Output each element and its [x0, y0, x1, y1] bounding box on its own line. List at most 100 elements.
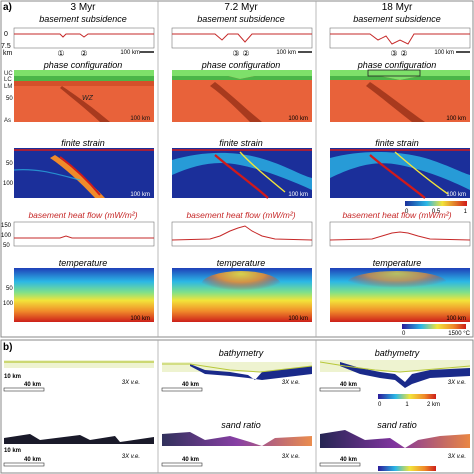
- temperature-colorbar: [402, 324, 466, 329]
- subsidence-title: basement subsidence: [353, 14, 441, 24]
- marker-3: ③: [232, 49, 239, 58]
- sand-title: sand ratio: [221, 420, 261, 430]
- depth-10km: 10 km: [4, 448, 21, 454]
- heatflow-title: basement heat flow (mW/m²): [342, 210, 451, 220]
- scale-40km: 40 km: [182, 457, 199, 463]
- marker-2: ②: [400, 49, 407, 58]
- subsidence-axis-km: km: [3, 50, 13, 57]
- heatflow-axis-100: 100: [1, 233, 12, 239]
- sand-colorbar: [378, 466, 436, 471]
- subsidence-axis-0: 0: [4, 31, 8, 38]
- phase-title: phase configuration: [201, 60, 281, 70]
- subsidence-frame: [329, 27, 471, 49]
- bathy-scale-1: 1: [405, 402, 409, 408]
- scale-40km: 40 km: [24, 382, 41, 388]
- ve-label: 3X v.e.: [448, 380, 466, 386]
- phase-weak-zone: [366, 82, 425, 122]
- subsidence-title: basement subsidence: [39, 14, 127, 24]
- phase-lithospheric-mantle: [14, 81, 154, 86]
- strain-broad-zone: [172, 152, 312, 190]
- column-18myr: basement subsidence ③ ② 100 km phase con…: [329, 14, 471, 337]
- phase-lower-crust: [172, 76, 312, 80]
- scale-40km: 40 km: [340, 382, 357, 388]
- scale-bar-40km: [161, 387, 203, 392]
- bathymetry-title: bathymetry: [375, 348, 420, 358]
- temperature-dome: [201, 271, 281, 299]
- bathy-surface: [319, 361, 471, 373]
- layer-uc: UC: [4, 71, 13, 77]
- scale-bar-40km: [3, 387, 45, 392]
- phase-title: phase configuration: [43, 60, 123, 70]
- marker-3: ③: [390, 49, 397, 58]
- strain-fault-2: [394, 151, 449, 195]
- panel-b-label: b): [3, 342, 12, 353]
- weak-zone-label: WZ: [82, 95, 94, 102]
- temp-axis-50: 50: [6, 286, 13, 292]
- bathy-scale-2: 2 km: [427, 402, 440, 408]
- phase-upper-crust: [330, 70, 470, 80]
- heatflow-curve: [329, 231, 471, 241]
- subsidence-curve: [172, 33, 312, 43]
- heatflow-curve: [14, 235, 154, 239]
- heatflow-title: basement heat flow (mW/m²): [28, 210, 137, 220]
- strain-scale-label: 100 km: [288, 192, 308, 198]
- marker-1: ①: [57, 49, 64, 58]
- heatflow-axis-150: 150: [1, 223, 12, 229]
- panel-a-label: a): [3, 2, 12, 13]
- temperature-dome: [347, 271, 447, 295]
- phase-highlight-box: [367, 69, 421, 77]
- phase-weak-zone: [60, 86, 110, 122]
- bathy-sediment: [4, 360, 154, 368]
- ve-label: 3X v.e.: [282, 380, 300, 386]
- phase-upper-crust: [172, 70, 312, 79]
- layer-lm: LM: [4, 84, 12, 90]
- sand-title: sand ratio: [377, 420, 417, 430]
- phase-scale-label: 100 km: [130, 116, 150, 122]
- ve-label: 3X v.e.: [448, 454, 466, 460]
- heatflow-frame: [329, 221, 471, 247]
- strain-scale-0: 0: [405, 209, 409, 215]
- scale-bar-40km: [319, 387, 361, 392]
- subsidence-curve: [330, 33, 470, 45]
- panel-b-col1: 10 km 40 km 3X v.e. 10 km 40 km 3X v.e.: [3, 360, 154, 467]
- scale-bar-40km: [3, 462, 45, 467]
- scale-bar-40km: [161, 462, 203, 467]
- temperature-title: temperature: [217, 258, 266, 268]
- strain-axis-50: 50: [6, 161, 13, 167]
- time-label-col3: 18 Myr: [382, 2, 413, 13]
- scale-100km: 100 km: [120, 50, 140, 56]
- panel-b-col3: bathymetry 40 km 3X v.e. 0 1 2 km sand r…: [319, 348, 471, 471]
- strain-fault: [59, 156, 101, 196]
- sand-section: [162, 432, 312, 446]
- strain-scale-1: 1: [464, 209, 468, 215]
- marker-2: ②: [242, 49, 249, 58]
- bathymetry-title: bathymetry: [219, 348, 264, 358]
- bathy-basin: [190, 364, 312, 380]
- subsidence-frame: [171, 27, 313, 49]
- ve-label: 3X v.e.: [122, 380, 140, 386]
- phase-upper-crust: [14, 70, 154, 76]
- strain-title: finite strain: [61, 138, 105, 148]
- strain-scale-label: 100 km: [446, 192, 466, 198]
- phase-weak-zone: [210, 82, 262, 122]
- layer-as: As: [4, 118, 11, 124]
- scale-40km: 40 km: [340, 457, 357, 463]
- temperature-field: [14, 268, 154, 322]
- heatflow-title: basement heat flow (mW/m²): [186, 210, 295, 220]
- phase-lower-crust: [14, 76, 154, 81]
- scale-100km: 100 km: [434, 50, 454, 56]
- strain-title: finite strain: [375, 138, 419, 148]
- heatflow-curve: [171, 225, 313, 241]
- layer-lc: LC: [4, 77, 12, 83]
- strain-broad-zone: [330, 152, 470, 190]
- depth-axis-50: 50: [6, 96, 13, 102]
- strain-fault-2: [239, 151, 286, 193]
- bathy-surface: [162, 363, 313, 373]
- sand-section: [4, 434, 154, 444]
- column-7-2myr: basement subsidence ③ ② 100 km phase con…: [171, 14, 313, 322]
- strain-fault: [369, 154, 426, 199]
- subsidence-curve: [14, 33, 154, 38]
- temperature-title: temperature: [59, 258, 108, 268]
- time-label-col1: 3 Myr: [71, 2, 97, 13]
- heatflow-frame: [13, 221, 155, 247]
